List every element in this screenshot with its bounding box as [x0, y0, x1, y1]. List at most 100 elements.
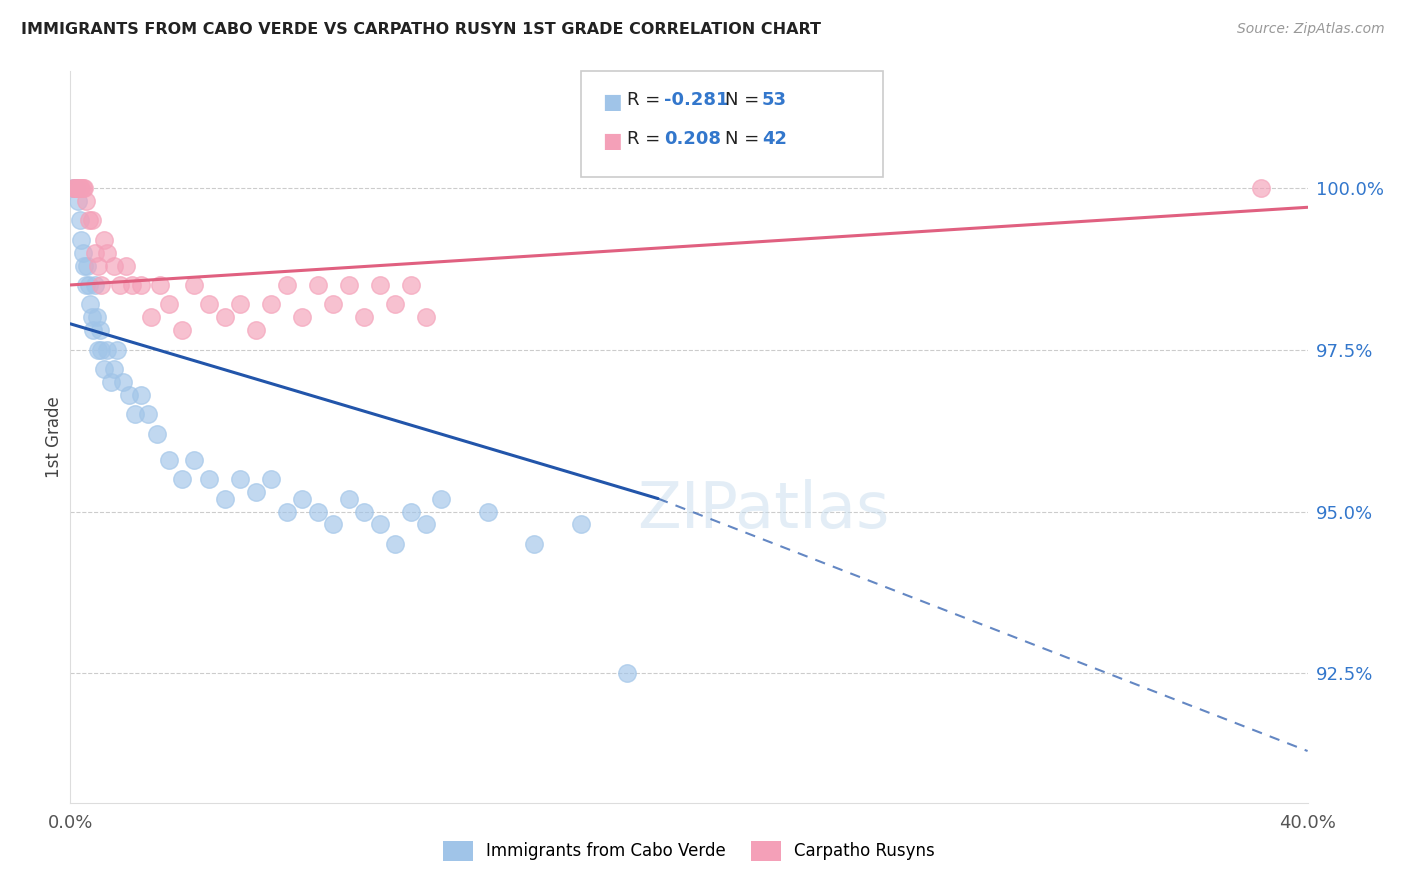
Point: [77, 277, 100, 292]
Point: [96, 245, 118, 260]
Y-axis label: 1st Grade: 1st Grade: [45, 396, 63, 478]
Point: [146, 426, 169, 441]
Point: [103, 259, 125, 273]
Point: [276, 277, 298, 292]
Point: [90, 277, 112, 292]
Point: [100, 375, 122, 389]
Point: [260, 472, 283, 486]
Point: [183, 452, 205, 467]
Point: [198, 472, 221, 486]
Point: [73, 259, 96, 273]
Point: [63, 181, 86, 195]
Point: [353, 310, 375, 325]
Point: [139, 310, 162, 325]
Point: [337, 491, 360, 506]
Point: [291, 310, 314, 325]
Point: [90, 343, 112, 357]
Point: [136, 408, 159, 422]
Point: [118, 388, 141, 402]
Text: 53: 53: [762, 91, 787, 109]
Point: [245, 485, 267, 500]
Text: R =: R =: [627, 130, 666, 148]
Point: [260, 297, 283, 311]
Point: [368, 277, 391, 292]
Legend: Immigrants from Cabo Verde, Carpatho Rusyns: Immigrants from Cabo Verde, Carpatho Rus…: [436, 834, 942, 868]
Point: [214, 310, 236, 325]
Point: [415, 517, 437, 532]
Point: [353, 504, 375, 518]
Point: [307, 277, 329, 292]
Point: [477, 504, 499, 518]
Point: [65, 181, 87, 195]
Point: [93, 233, 115, 247]
Text: 42: 42: [762, 130, 787, 148]
Point: [80, 310, 103, 325]
Point: [131, 277, 153, 292]
Text: ZIPatlas: ZIPatlas: [637, 479, 890, 541]
Point: [415, 310, 437, 325]
Point: [170, 323, 193, 337]
Point: [87, 259, 110, 273]
Point: [82, 323, 105, 337]
Point: [569, 517, 592, 532]
Point: [170, 472, 193, 486]
Point: [69, 213, 91, 227]
Point: [214, 491, 236, 506]
Point: [1250, 181, 1272, 195]
Point: [105, 343, 128, 357]
Point: [63, 181, 86, 195]
Point: [86, 310, 108, 325]
Point: [430, 491, 453, 506]
Text: R =: R =: [627, 91, 666, 109]
Point: [276, 504, 298, 518]
Point: [399, 277, 422, 292]
Point: [616, 666, 638, 681]
Point: [108, 277, 131, 292]
Point: [96, 343, 118, 357]
Point: [291, 491, 314, 506]
Text: N =: N =: [725, 130, 765, 148]
Point: [79, 297, 101, 311]
Point: [307, 504, 329, 518]
Point: [72, 181, 94, 195]
Point: [62, 181, 84, 195]
Text: ■: ■: [602, 131, 621, 151]
Point: [124, 408, 146, 422]
Text: Source: ZipAtlas.com: Source: ZipAtlas.com: [1237, 22, 1385, 37]
Point: [183, 277, 205, 292]
Point: [384, 297, 406, 311]
Text: N =: N =: [725, 91, 765, 109]
Point: [111, 375, 134, 389]
Point: [62, 181, 84, 195]
Point: [149, 277, 172, 292]
Point: [87, 343, 110, 357]
Point: [198, 297, 221, 311]
Point: [337, 277, 360, 292]
Point: [399, 504, 422, 518]
Point: [121, 277, 143, 292]
Point: [229, 297, 252, 311]
Point: [76, 259, 98, 273]
Point: [67, 181, 90, 195]
Point: [157, 452, 180, 467]
Point: [131, 388, 153, 402]
Point: [523, 537, 546, 551]
Point: [322, 297, 344, 311]
Point: [77, 213, 100, 227]
Point: [69, 181, 91, 195]
Point: [384, 537, 406, 551]
Point: [103, 362, 125, 376]
Point: [65, 181, 87, 195]
Point: [75, 194, 97, 208]
Point: [368, 517, 391, 532]
Point: [73, 181, 96, 195]
Point: [84, 245, 107, 260]
Point: [157, 297, 180, 311]
Text: ■: ■: [602, 92, 621, 112]
Point: [70, 181, 93, 195]
Point: [229, 472, 252, 486]
Point: [72, 245, 94, 260]
Point: [322, 517, 344, 532]
Point: [80, 213, 103, 227]
Text: -0.281: -0.281: [664, 91, 728, 109]
